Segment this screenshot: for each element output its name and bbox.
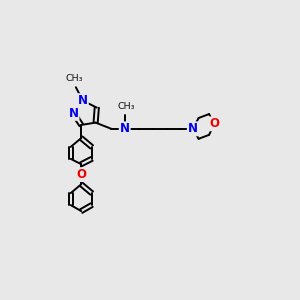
Text: N: N [78, 94, 88, 107]
Text: CH₃: CH₃ [66, 74, 83, 83]
Text: N: N [68, 107, 79, 120]
Text: CH₃: CH₃ [117, 102, 135, 111]
Text: N: N [188, 122, 198, 135]
Text: N: N [120, 122, 130, 135]
Text: O: O [209, 117, 219, 130]
Text: O: O [76, 168, 86, 181]
